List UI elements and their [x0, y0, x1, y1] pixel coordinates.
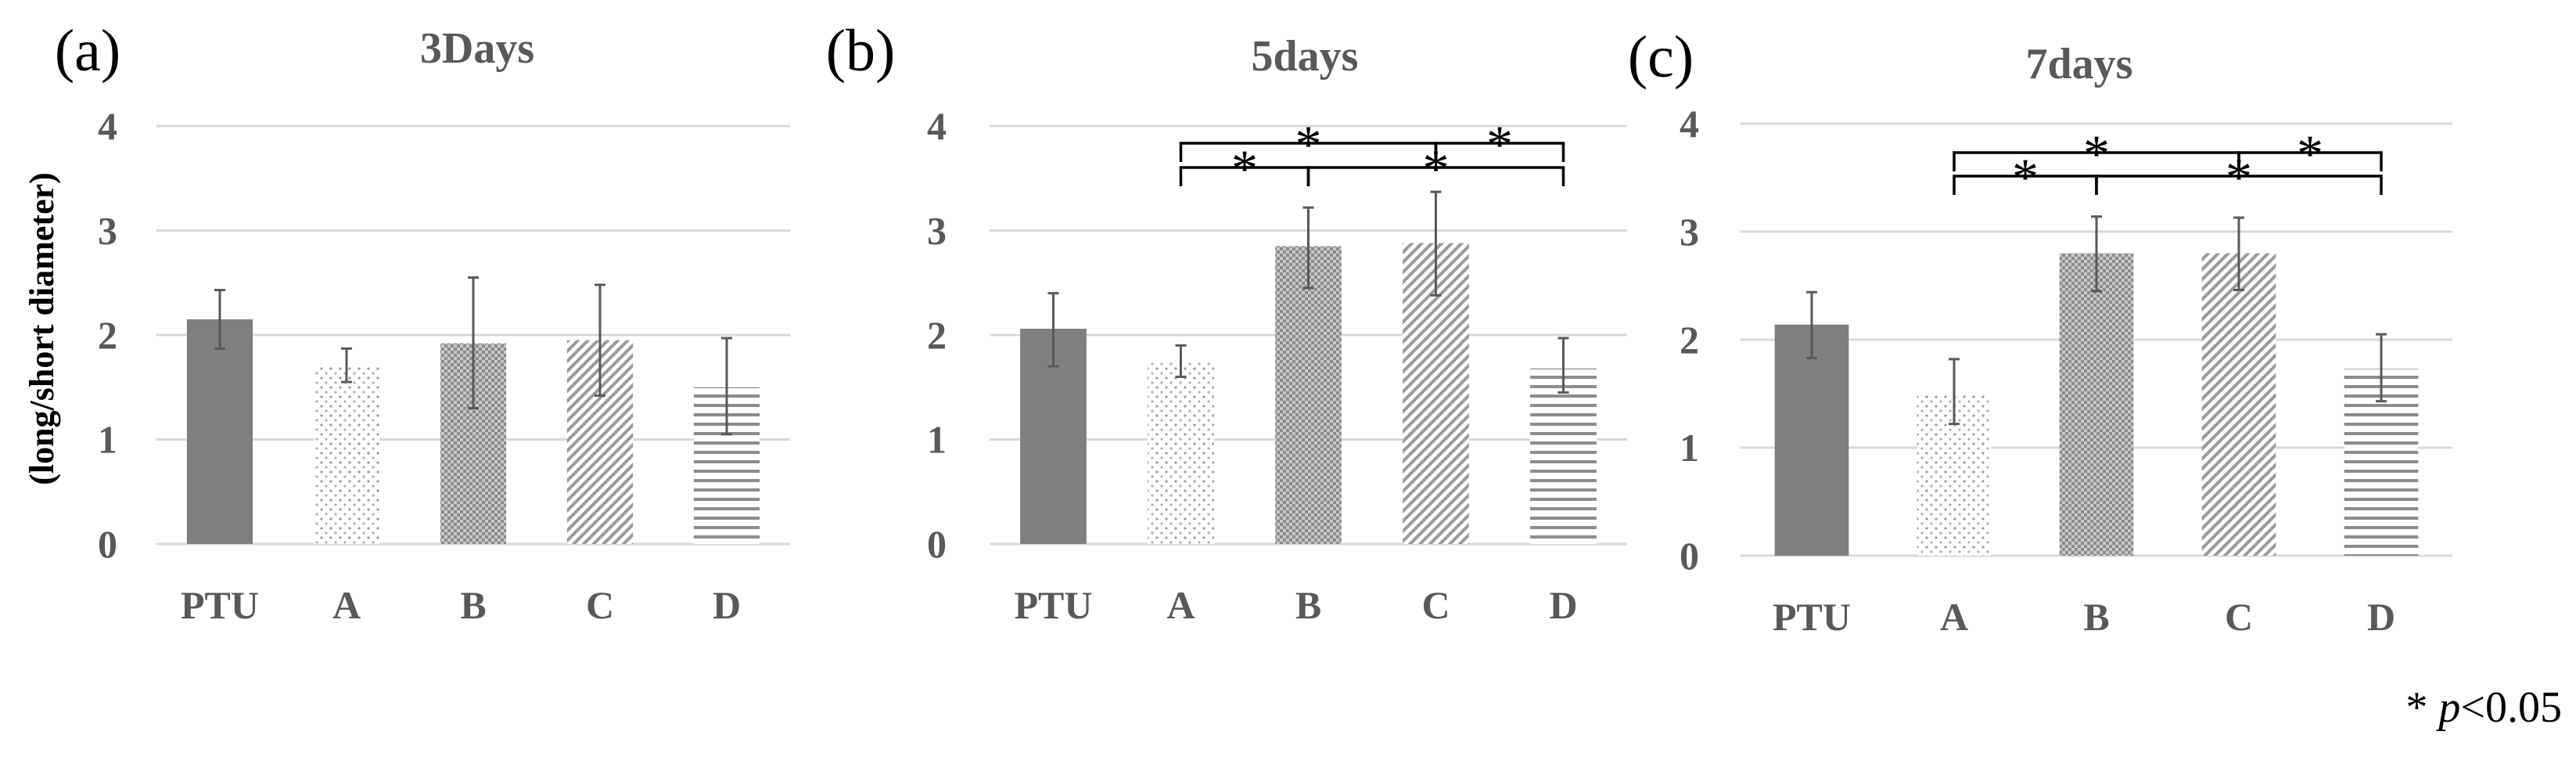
- significance-star: *: [1423, 139, 1450, 198]
- y-tick-label: 4: [98, 104, 117, 148]
- y-tick-label: 4: [927, 104, 947, 148]
- chart-panel-a: (a) 3Days 0 1 2 3 4 PTU A B C D: [55, 18, 790, 627]
- error-bar-ptu: [1806, 290, 1817, 359]
- y-tick-label: 0: [1680, 534, 1699, 578]
- x-category-label: PTU: [1015, 583, 1093, 627]
- significance-bracket-c-d: [2237, 151, 2383, 171]
- error-bar-c: [2233, 216, 2244, 292]
- significance-star: *: [2083, 124, 2110, 183]
- x-category-label: D: [713, 583, 741, 627]
- chart-title: 5days: [1252, 32, 1359, 81]
- x-category-label: C: [2225, 595, 2253, 639]
- x-category-label: B: [1295, 583, 1321, 627]
- y-tick-label: 2: [98, 313, 117, 357]
- x-category-label: PTU: [1773, 595, 1851, 639]
- error-bar-a: [341, 347, 352, 384]
- y-axis-label: (long/short diameter): [23, 172, 61, 485]
- x-category-label: C: [1421, 583, 1450, 627]
- error-bar-c: [595, 283, 605, 397]
- significance-footnote: * p<0.05: [2405, 683, 2562, 732]
- chart-panel-c: (c) 7days 0 1 2 3 4 PTU A B C D * * * *: [1628, 24, 2452, 639]
- error-bar-a: [1175, 344, 1187, 378]
- significance-star: *: [2012, 147, 2039, 207]
- panel-label: (a): [55, 18, 120, 84]
- y-tick-label: 0: [927, 522, 947, 566]
- error-bar-ptu: [1047, 292, 1059, 368]
- y-tick-label: 1: [98, 418, 117, 462]
- y-tick-label: 3: [927, 209, 947, 253]
- bar-b: [1275, 246, 1342, 544]
- bar-b: [2059, 253, 2134, 556]
- error-bar-c: [1430, 190, 1442, 297]
- footnote-threshold: <0.05: [2460, 683, 2562, 732]
- significance-star: *: [2297, 124, 2323, 183]
- error-bar-b: [2091, 215, 2102, 293]
- error-bar-a: [1949, 358, 1960, 426]
- footnote-p: p: [2435, 683, 2460, 732]
- chart-title: 7days: [2026, 40, 2133, 88]
- y-tick-label: 1: [927, 418, 947, 462]
- x-category-label: B: [460, 583, 486, 627]
- bar-a: [1148, 361, 1214, 544]
- y-tick-label: 1: [1680, 426, 1699, 470]
- x-category-label: D: [1549, 583, 1577, 627]
- bar-d: [1530, 368, 1597, 544]
- significance-star: *: [1486, 114, 1513, 174]
- error-bar-b: [468, 276, 479, 409]
- x-category-label: A: [1166, 583, 1195, 627]
- x-category-label: B: [2083, 595, 2109, 639]
- significance-star: *: [1231, 139, 1258, 198]
- bar-a: [313, 366, 380, 544]
- error-bar-d: [721, 337, 732, 436]
- significance-star: *: [2226, 147, 2252, 207]
- significance-bracket-b-d: [2095, 175, 2383, 195]
- error-bar-d: [2376, 333, 2387, 403]
- panel-label: (c): [1628, 24, 1694, 90]
- significance-bracket-b-d: [1306, 166, 1565, 186]
- x-category-label: C: [586, 583, 614, 627]
- significance-star: *: [1295, 114, 1322, 174]
- error-bar-d: [1557, 337, 1569, 394]
- y-tick-label: 4: [1680, 102, 1699, 146]
- chart-title: 3Days: [420, 24, 534, 73]
- bar-c: [2201, 253, 2276, 556]
- x-category-label: A: [332, 583, 361, 627]
- x-category-label: D: [2367, 595, 2395, 639]
- x-category-label: A: [1940, 595, 1968, 639]
- footnote-star: *: [2405, 683, 2427, 732]
- bar-ptu: [1774, 324, 1849, 556]
- panel-label: (b): [826, 18, 896, 84]
- y-tick-label: 2: [927, 313, 947, 357]
- y-tick-label: 0: [98, 522, 117, 566]
- bar-ptu: [186, 319, 253, 544]
- x-category-label: PTU: [181, 583, 259, 627]
- y-tick-label: 2: [1680, 318, 1699, 362]
- significance-bracket-c-d: [1434, 142, 1565, 162]
- error-bar-b: [1302, 206, 1314, 290]
- error-bar-ptu: [214, 289, 225, 350]
- chart-panel-b: (b) 5days 0 1 2 3 4 PTU A B C D * * * *: [826, 18, 1627, 627]
- y-tick-label: 3: [98, 209, 117, 253]
- y-tick-label: 3: [1680, 210, 1699, 254]
